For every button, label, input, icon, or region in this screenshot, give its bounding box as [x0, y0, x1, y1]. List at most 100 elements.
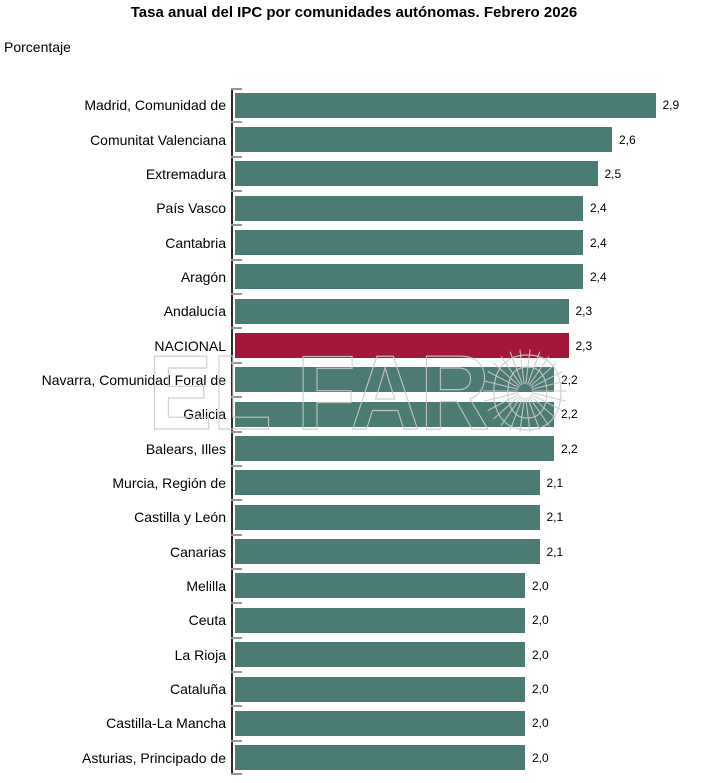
bar: [235, 642, 525, 668]
category-label: Castilla-La Mancha: [106, 715, 226, 732]
bar-row: Andalucía 2,3: [0, 294, 708, 328]
bar-row: Balears, Illes 2,2: [0, 431, 708, 465]
bar-row: Navarra, Comunidad Foral de 2,2: [0, 363, 708, 397]
bar-area: 2,0: [233, 638, 708, 672]
value-label: 2,0: [532, 647, 549, 662]
chart-title: Tasa anual del IPC por comunidades autón…: [130, 4, 578, 21]
bar: [235, 161, 598, 187]
category-label: Andalucía: [163, 303, 226, 320]
bar-row: La Rioja 2,0: [0, 638, 708, 672]
value-label: 2,1: [546, 544, 564, 559]
category-label: Canarias: [169, 543, 226, 560]
bar-area: 2,4: [233, 225, 708, 259]
axis-tick: [231, 88, 242, 90]
category-label: Aragón: [180, 268, 226, 285]
bar-row: Cataluña 2,0: [0, 672, 708, 706]
bar-row: Castilla y León 2,1: [0, 500, 708, 534]
category-label: NACIONAL: [154, 337, 226, 354]
bar-area: 2,4: [233, 260, 708, 294]
bar-area: 2,0: [233, 706, 708, 740]
bar-area: 2,0: [233, 603, 708, 637]
bar-row: Murcia, Región de 2,1: [0, 466, 708, 500]
bar: [235, 230, 583, 256]
axis-tick: [231, 361, 242, 364]
bar-area: 2,3: [233, 328, 708, 362]
value-label: 2,4: [590, 269, 607, 284]
value-label: 2,0: [532, 750, 549, 765]
bar: [235, 401, 554, 427]
bar: [235, 92, 656, 118]
bar-area: 2,1: [233, 534, 708, 568]
axis-tick: [231, 773, 242, 775]
value-label: 2,2: [561, 407, 578, 422]
value-label: 2,4: [590, 235, 607, 250]
bar: [235, 539, 540, 565]
category-label: País Vasco: [156, 200, 226, 217]
bar-row: Cantabria 2,4: [0, 225, 708, 259]
bar-row: Asturias, Principado de 2,0: [0, 741, 708, 775]
bar-row: NACIONAL 2,3: [0, 328, 708, 362]
bar: [235, 470, 540, 496]
bar-area: 2,2: [233, 397, 708, 431]
bar-area: 2,9: [233, 88, 708, 122]
axis-tick: [231, 121, 242, 124]
plot-area: Madrid, Comunidad de 2,9 Comunitat Valenci…: [0, 88, 708, 775]
bar-rows: Madrid, Comunidad de 2,9 Comunitat Valenci…: [0, 88, 708, 775]
value-label: 2,2: [561, 441, 578, 456]
category-label: Asturias, Principado de: [82, 749, 226, 766]
axis-tick: [231, 430, 242, 433]
value-label: 2,1: [546, 475, 564, 490]
bar: [235, 264, 583, 290]
value-label: 2,1: [546, 510, 564, 525]
bar-row: Melilla 2,0: [0, 569, 708, 603]
value-label: 2,0: [532, 578, 549, 593]
bar-row: Comunitat Valenciana 2,6: [0, 122, 708, 156]
value-label: 2,0: [532, 716, 549, 731]
category-label: Navarra, Comunidad Foral de: [41, 371, 226, 388]
bar-row: Ceuta 2,0: [0, 603, 708, 637]
axis-tick: [231, 396, 242, 399]
category-label: Ceuta: [188, 612, 226, 629]
units-label: Porcentaje: [4, 39, 71, 55]
value-label: 2,3: [575, 338, 593, 353]
category-label: Galicia: [183, 406, 226, 423]
axis-tick: [231, 636, 242, 639]
category-label: Madrid, Comunidad de: [84, 97, 226, 114]
category-label: Comunitat Valenciana: [90, 131, 226, 148]
bar: [235, 607, 525, 633]
axis-tick: [231, 155, 242, 158]
value-label: 2,6: [619, 132, 636, 147]
bar-area: 2,0: [233, 672, 708, 706]
bar-area: 2,2: [233, 363, 708, 397]
bar-area: 2,0: [233, 569, 708, 603]
bar: [235, 298, 569, 324]
bar-row: País Vasco 2,4: [0, 191, 708, 225]
bar: [235, 333, 569, 359]
bar-row: Aragón 2,4: [0, 260, 708, 294]
bar-row: Castilla-La Mancha 2,0: [0, 706, 708, 740]
axis-tick: [231, 739, 242, 742]
value-label: 2,4: [590, 201, 607, 216]
bar-row: Galicia 2,2: [0, 397, 708, 431]
axis-tick: [231, 224, 242, 227]
bar-area: 2,4: [233, 191, 708, 225]
value-label: 2,0: [532, 613, 549, 628]
bar-area: 2,3: [233, 294, 708, 328]
bar-area: 2,5: [233, 157, 708, 191]
category-label: La Rioja: [174, 646, 226, 663]
bar: [235, 710, 525, 736]
bar: [235, 436, 554, 462]
axis-tick: [231, 190, 242, 193]
bar: [235, 676, 525, 702]
category-label: Cataluña: [169, 681, 226, 698]
axis-tick: [231, 533, 242, 536]
bar-area: 2,0: [233, 741, 708, 775]
bar-area: 2,6: [233, 122, 708, 156]
axis-tick: [231, 464, 242, 467]
bar-area: 2,2: [233, 431, 708, 465]
category-label: Murcia, Región de: [112, 474, 226, 491]
value-label: 2,9: [662, 98, 680, 113]
category-label: Castilla y León: [134, 509, 226, 526]
bar-row: Madrid, Comunidad de 2,9: [0, 88, 708, 122]
axis-tick: [231, 602, 242, 605]
